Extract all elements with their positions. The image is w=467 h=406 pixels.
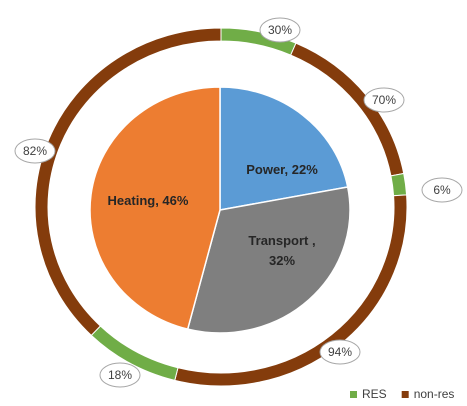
value-bubble: [319, 339, 361, 365]
value-bubble: [363, 87, 405, 113]
pie-label: Power, 22%: [246, 162, 318, 177]
value-bubble: [259, 17, 301, 43]
ring-segment: [390, 172, 408, 197]
value-label: 30%: [268, 23, 292, 37]
value-label: 18%: [108, 368, 132, 382]
value-bubble: [421, 177, 463, 203]
legend-swatch: [350, 391, 357, 398]
legend-swatch: [401, 391, 409, 398]
legend-label: non-res: [414, 387, 455, 401]
value-label: 94%: [328, 345, 352, 359]
pie-label: Transport , 32%: [248, 233, 316, 268]
value-bubble: [99, 362, 141, 388]
value-bubble: [14, 138, 56, 164]
pie-slice: [219, 86, 349, 211]
value-label: 6%: [433, 183, 451, 197]
pie-slice: [89, 86, 221, 331]
value-label: 82%: [23, 144, 47, 158]
pie-label: Heating, 46%: [107, 193, 189, 208]
legend-label: RES: [362, 387, 387, 401]
value-label: 70%: [372, 93, 396, 107]
pie-slice: [186, 186, 351, 334]
ring-segment: [34, 27, 222, 337]
